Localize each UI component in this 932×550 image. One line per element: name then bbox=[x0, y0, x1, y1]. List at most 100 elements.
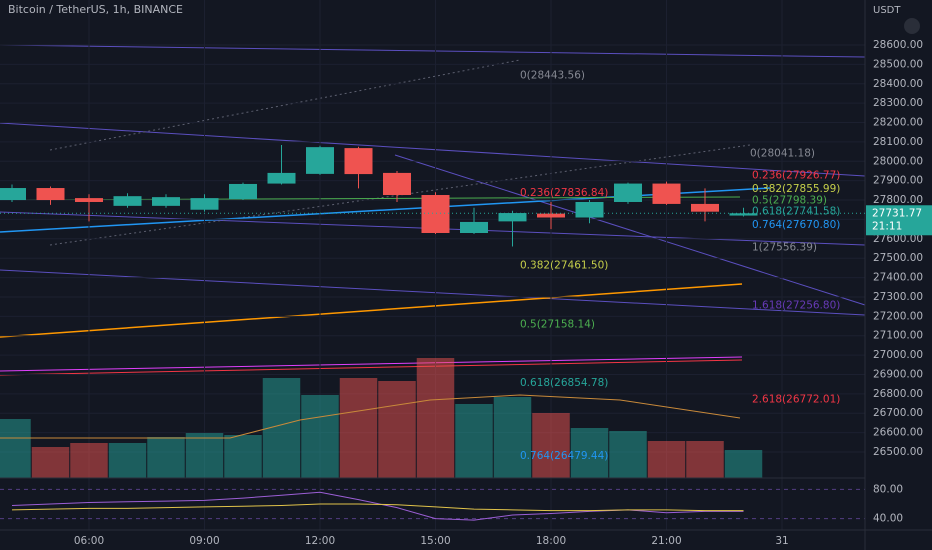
y-tick-label: 27100.00 bbox=[873, 330, 923, 342]
y-tick-label: 28000.00 bbox=[873, 155, 923, 167]
y-tick-label: 26700.00 bbox=[873, 407, 923, 419]
fib-label: 2.618(26772.01) bbox=[752, 393, 840, 405]
fib-label: 0.382(27855.99) bbox=[752, 183, 840, 195]
volume-bar bbox=[301, 395, 339, 478]
x-tick-label: 15:00 bbox=[420, 535, 450, 547]
y-tick-label: 27900.00 bbox=[873, 175, 923, 187]
volume-bar bbox=[647, 441, 686, 478]
volume-bar bbox=[532, 413, 570, 478]
y-tick-label: 28600.00 bbox=[873, 39, 923, 51]
volume-bar bbox=[185, 433, 224, 478]
volume-bar bbox=[493, 397, 532, 478]
candle-body bbox=[113, 196, 142, 206]
candle-body bbox=[498, 213, 527, 222]
candle-body bbox=[729, 213, 758, 216]
rsi-line bbox=[11, 503, 744, 512]
volume-bar bbox=[147, 437, 185, 478]
y-tick-label: 28300.00 bbox=[873, 97, 923, 109]
y-tick-label: 28400.00 bbox=[873, 78, 923, 90]
rsi-line bbox=[11, 491, 744, 521]
chart-title: Bitcoin / TetherUS, 1h, BINANCE bbox=[8, 3, 183, 16]
candle-body bbox=[75, 198, 103, 202]
candle-body bbox=[152, 197, 180, 206]
y-tick-label: 27400.00 bbox=[873, 272, 923, 284]
y-tick-label: 26600.00 bbox=[873, 427, 923, 439]
y-tick-label: 26900.00 bbox=[873, 368, 923, 380]
candle-body bbox=[267, 172, 296, 184]
candle-body bbox=[0, 188, 26, 201]
y-tick-label: 26800.00 bbox=[873, 388, 923, 400]
trend-line bbox=[394, 154, 866, 306]
fib-label: 0.764(27670.80) bbox=[752, 219, 840, 231]
x-tick-label: 06:00 bbox=[74, 535, 104, 547]
x-tick-label: 09:00 bbox=[189, 535, 219, 547]
candle-body bbox=[190, 198, 219, 210]
candle-body bbox=[36, 188, 65, 201]
moving-average bbox=[0, 359, 743, 376]
x-tick-label: 18:00 bbox=[536, 535, 566, 547]
y-tick-label: 27000.00 bbox=[873, 349, 923, 361]
last-price-tag bbox=[866, 205, 932, 236]
trend-line bbox=[0, 44, 866, 58]
candle-body bbox=[383, 172, 411, 196]
y-tick-label: 27300.00 bbox=[873, 291, 923, 303]
axes: 28600.00 28500.00 28400.00 28300.00 28200.00… bbox=[0, 39, 932, 547]
volume-bar bbox=[609, 431, 647, 478]
last-price: 27731.77 bbox=[872, 207, 922, 219]
price-axis-bg bbox=[865, 0, 932, 550]
y-tick-label: 27500.00 bbox=[873, 252, 923, 264]
rsi-tick-label: 40.00 bbox=[873, 513, 903, 525]
volume-bar bbox=[686, 441, 724, 478]
y-tick-label: 27600.00 bbox=[873, 233, 923, 245]
y-tick-label: 28200.00 bbox=[873, 117, 923, 129]
fib-base bbox=[49, 59, 521, 151]
fib-label: 0.618(27741.58) bbox=[752, 205, 840, 217]
volume-bar bbox=[378, 381, 416, 478]
volume-bar bbox=[416, 358, 455, 478]
y-axis-label: USDT bbox=[873, 5, 901, 16]
volume bbox=[0, 358, 763, 478]
rsi-pane bbox=[0, 488, 865, 521]
countdown: 21:11 bbox=[872, 220, 902, 232]
candle-body bbox=[652, 183, 681, 204]
y-tick-label: 28500.00 bbox=[873, 58, 923, 70]
candle-body bbox=[306, 147, 334, 174]
fib-label: 0.236(27926.77) bbox=[752, 169, 840, 181]
x-tick-label: 21:00 bbox=[651, 535, 681, 547]
volume-bar bbox=[224, 435, 262, 478]
fib-label: 0(28443.56) bbox=[520, 69, 585, 81]
y-tick-label: 28100.00 bbox=[873, 136, 923, 148]
fib-label: 0.5(27158.14) bbox=[520, 318, 595, 330]
candles bbox=[0, 145, 758, 247]
candle-body bbox=[229, 183, 257, 200]
volume-bar bbox=[31, 447, 70, 478]
fib-labels: 0(28443.56) 0(28041.18) 0.236(27926.77) 0.3… bbox=[520, 69, 840, 462]
settings-button[interactable] bbox=[904, 18, 920, 34]
candle-body bbox=[614, 183, 642, 202]
candle-body bbox=[344, 148, 373, 175]
candle-body bbox=[537, 213, 565, 218]
candle-body bbox=[691, 203, 719, 212]
fib-label: 0.382(27461.50) bbox=[520, 260, 608, 272]
volume-bar bbox=[570, 428, 609, 478]
fib-label: 1.618(27256.80) bbox=[752, 299, 840, 311]
fib-label: 0.236(27836.84) bbox=[520, 187, 608, 199]
candle-body bbox=[421, 195, 450, 233]
x-tick-label: 31 bbox=[775, 535, 788, 547]
rsi-tick-label: 80.00 bbox=[873, 483, 903, 495]
fib-label: 0.5(27798.39) bbox=[752, 194, 827, 206]
y-tick-label: 27800.00 bbox=[873, 194, 923, 206]
volume-bar bbox=[455, 404, 493, 478]
fib-label: 1(27556.39) bbox=[752, 241, 817, 253]
y-tick-label: 27200.00 bbox=[873, 310, 923, 322]
volume-bar bbox=[724, 450, 763, 478]
y-tick-label: 26500.00 bbox=[873, 446, 923, 458]
moving-average bbox=[0, 283, 743, 338]
candle-body bbox=[575, 201, 604, 218]
volume-bar bbox=[339, 378, 378, 478]
fib-label: 0.764(26479.44) bbox=[520, 450, 608, 462]
volume-bar bbox=[0, 419, 31, 478]
volume-bar bbox=[70, 443, 108, 478]
volume-ma bbox=[0, 394, 741, 439]
